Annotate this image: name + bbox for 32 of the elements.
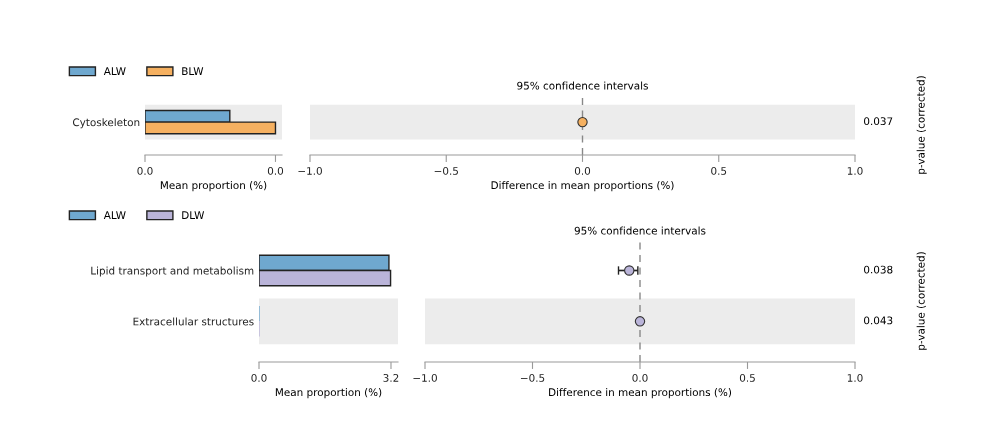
- x-axis-title: Mean proportion (%): [275, 388, 382, 399]
- x-tick-label: −1.0: [413, 373, 437, 382]
- x-tick-label: 1.0: [847, 373, 863, 382]
- x-axis-title: Difference in mean proportions (%): [549, 388, 732, 399]
- x-tick-label: 0.0: [574, 166, 591, 175]
- legend-label: ALW: [103, 211, 126, 219]
- text: 0.038: [864, 265, 893, 274]
- text: 0.043: [864, 316, 893, 325]
- x-axis-title: Mean proportion (%): [160, 181, 267, 192]
- y-tick-label: Extracellular structures: [133, 317, 254, 326]
- x-tick-label: 0.0: [137, 166, 153, 175]
- x-tick-label: −1.0: [298, 166, 322, 175]
- y2-axis-title: p-value (corrected): [916, 76, 927, 174]
- y2-axis-title: p-value (corrected): [916, 252, 927, 350]
- x-tick-label: 1.0: [847, 166, 863, 175]
- y-tick-label: Lipid transport and metabolism: [91, 266, 254, 277]
- x-tick-label: 0.0: [267, 166, 284, 175]
- legend-label: DLW: [182, 211, 205, 219]
- chart-title: 95% confidence intervals: [574, 226, 706, 235]
- x-tick-label: −0.5: [434, 166, 458, 175]
- chart-title: 95% confidence intervals: [517, 81, 648, 90]
- x-tick-label: 0.0: [632, 373, 648, 382]
- y-tick-label: Cytoskeleton: [72, 118, 140, 129]
- x-axis-title: Difference in mean proportions (%): [491, 181, 674, 192]
- x-tick-label: −0.5: [520, 373, 545, 382]
- x-tick-label: 0.0: [251, 373, 267, 382]
- x-tick-label: 3.2: [383, 373, 399, 382]
- text: 0.037: [864, 117, 893, 126]
- x-tick-label: 0.5: [711, 166, 727, 175]
- x-tick-label: 0.5: [739, 373, 755, 382]
- legend-label: ALW: [103, 67, 126, 75]
- legend-label: BLW: [182, 67, 204, 75]
